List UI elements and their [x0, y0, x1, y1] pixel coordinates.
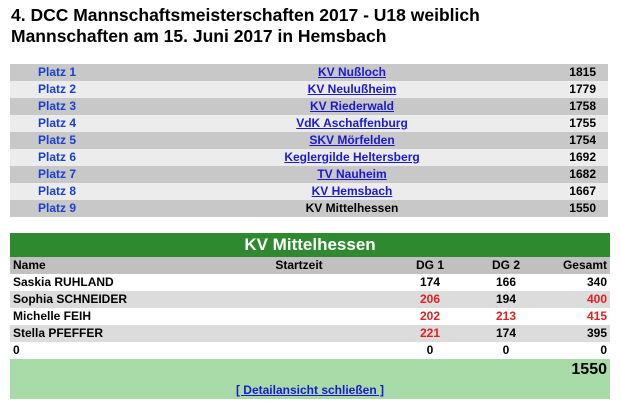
player-start — [206, 274, 392, 291]
player-name: Sophia SCHNEIDER — [10, 291, 206, 308]
ranking-row-selected: Platz 9 KV Mittelhessen 1550 — [10, 200, 608, 217]
col-header-dg1: DG 1 — [392, 257, 468, 274]
player-dg2: 166 — [468, 274, 544, 291]
player-total: 395 — [544, 325, 610, 342]
page-title-line2: Mannschaften am 15. Juni 2017 in Hemsbac… — [11, 26, 387, 46]
team-link-keglergilde-heltersberg[interactable]: Keglergilde Heltersberg — [284, 150, 420, 164]
col-header-dg2: DG 2 — [468, 257, 544, 274]
page-title-line1: 4. DCC Mannschaftsmeisterschaften 2017 -… — [11, 5, 480, 25]
col-header-start: Startzeit — [206, 257, 392, 274]
col-header-total: Gesamt — [544, 257, 610, 274]
team-total: 1550 — [571, 361, 607, 378]
ranking-row: Platz 7 TV Nauheim 1682 — [10, 166, 608, 183]
ranking-score: 1550 — [536, 200, 608, 217]
ranking-row: Platz 8 KV Hemsbach 1667 — [10, 183, 608, 200]
ranking-score: 1815 — [536, 64, 608, 81]
player-start — [206, 325, 392, 342]
team-link-kv-hemsbach[interactable]: KV Hemsbach — [311, 184, 393, 198]
ranking-score: 1692 — [536, 149, 608, 166]
ranking-score: 1667 — [536, 183, 608, 200]
player-row: Michelle FEIH 202 213 415 — [10, 308, 610, 325]
player-dg1: 0 — [392, 342, 468, 359]
ranking-place: Platz 4 — [10, 115, 168, 132]
player-row: Saskia RUHLAND 174 166 340 — [10, 274, 610, 291]
ranking-place: Platz 2 — [10, 81, 168, 98]
team-link-skv-moerfelden[interactable]: SKV Mörfelden — [309, 133, 395, 147]
ranking-table: Platz 1 KV Nußloch 1815 Platz 2 KV Neulu… — [10, 64, 608, 217]
player-name: Michelle FEIH — [10, 308, 206, 325]
ranking-score: 1682 — [536, 166, 608, 183]
player-total: 400 — [544, 291, 610, 308]
player-total: 415 — [544, 308, 610, 325]
team-detail-footer: 1550 [ Detailansicht schließen ] — [10, 359, 610, 399]
player-start — [206, 308, 392, 325]
ranking-row: Platz 2 KV Neulußheim 1779 — [10, 81, 608, 98]
ranking-place: Platz 5 — [10, 132, 168, 149]
player-dg1: 221 — [392, 325, 468, 342]
ranking-place: Platz 7 — [10, 166, 168, 183]
player-total: 340 — [544, 274, 610, 291]
player-dg1: 202 — [392, 308, 468, 325]
col-header-name: Name — [10, 257, 206, 274]
ranking-place: Platz 6 — [10, 149, 168, 166]
team-link-kv-neulussheim[interactable]: KV Neulußheim — [307, 82, 397, 96]
player-row: Sophia SCHNEIDER 206 194 400 — [10, 291, 610, 308]
ranking-score: 1779 — [536, 81, 608, 98]
team-detail-panel: KV Mittelhessen Name Startzeit DG 1 DG 2… — [10, 233, 610, 399]
ranking-place: Platz 3 — [10, 98, 168, 115]
player-row: 0 0 0 0 — [10, 342, 610, 359]
player-name: 0 — [10, 342, 206, 359]
ranking-row: Platz 5 SKV Mörfelden 1754 — [10, 132, 608, 149]
team-detail-title: KV Mittelhessen — [10, 233, 610, 257]
ranking-row: Platz 4 VdK Aschaffenburg 1755 — [10, 115, 608, 132]
player-name: Saskia RUHLAND — [10, 274, 206, 291]
close-detail-link[interactable]: [ Detailansicht schließen ] — [235, 383, 385, 397]
player-dg1: 206 — [392, 291, 468, 308]
ranking-row: Platz 3 KV Riederwald 1758 — [10, 98, 608, 115]
team-link-tv-nauheim[interactable]: TV Nauheim — [317, 167, 387, 181]
ranking-place: Platz 9 — [10, 200, 168, 217]
ranking-score: 1754 — [536, 132, 608, 149]
player-dg2: 194 — [468, 291, 544, 308]
ranking-score: 1758 — [536, 98, 608, 115]
ranking-place: Platz 1 — [10, 64, 168, 81]
team-link-kv-riederwald[interactable]: KV Riederwald — [309, 99, 395, 113]
player-row: Stella PFEFFER 221 174 395 — [10, 325, 610, 342]
player-start — [206, 342, 392, 359]
team-name-selected: KV Mittelhessen — [305, 201, 399, 215]
player-dg2: 213 — [468, 308, 544, 325]
player-name: Stella PFEFFER — [10, 325, 206, 342]
player-start — [206, 291, 392, 308]
page-title: 4. DCC Mannschaftsmeisterschaften 2017 -… — [11, 5, 480, 47]
player-dg1: 174 — [392, 274, 468, 291]
team-link-vdk-aschaffenburg[interactable]: VdK Aschaffenburg — [296, 116, 408, 130]
player-total: 0 — [544, 342, 610, 359]
ranking-row: Platz 6 Keglergilde Heltersberg 1692 — [10, 149, 608, 166]
team-link-kv-nussloch[interactable]: KV Nußloch — [318, 65, 386, 79]
ranking-row: Platz 1 KV Nußloch 1815 — [10, 64, 608, 81]
ranking-score: 1755 — [536, 115, 608, 132]
ranking-place: Platz 8 — [10, 183, 168, 200]
player-table: Name Startzeit DG 1 DG 2 Gesamt Saskia R… — [10, 257, 610, 359]
player-table-header: Name Startzeit DG 1 DG 2 Gesamt — [10, 257, 610, 274]
player-dg2: 0 — [468, 342, 544, 359]
player-dg2: 174 — [468, 325, 544, 342]
